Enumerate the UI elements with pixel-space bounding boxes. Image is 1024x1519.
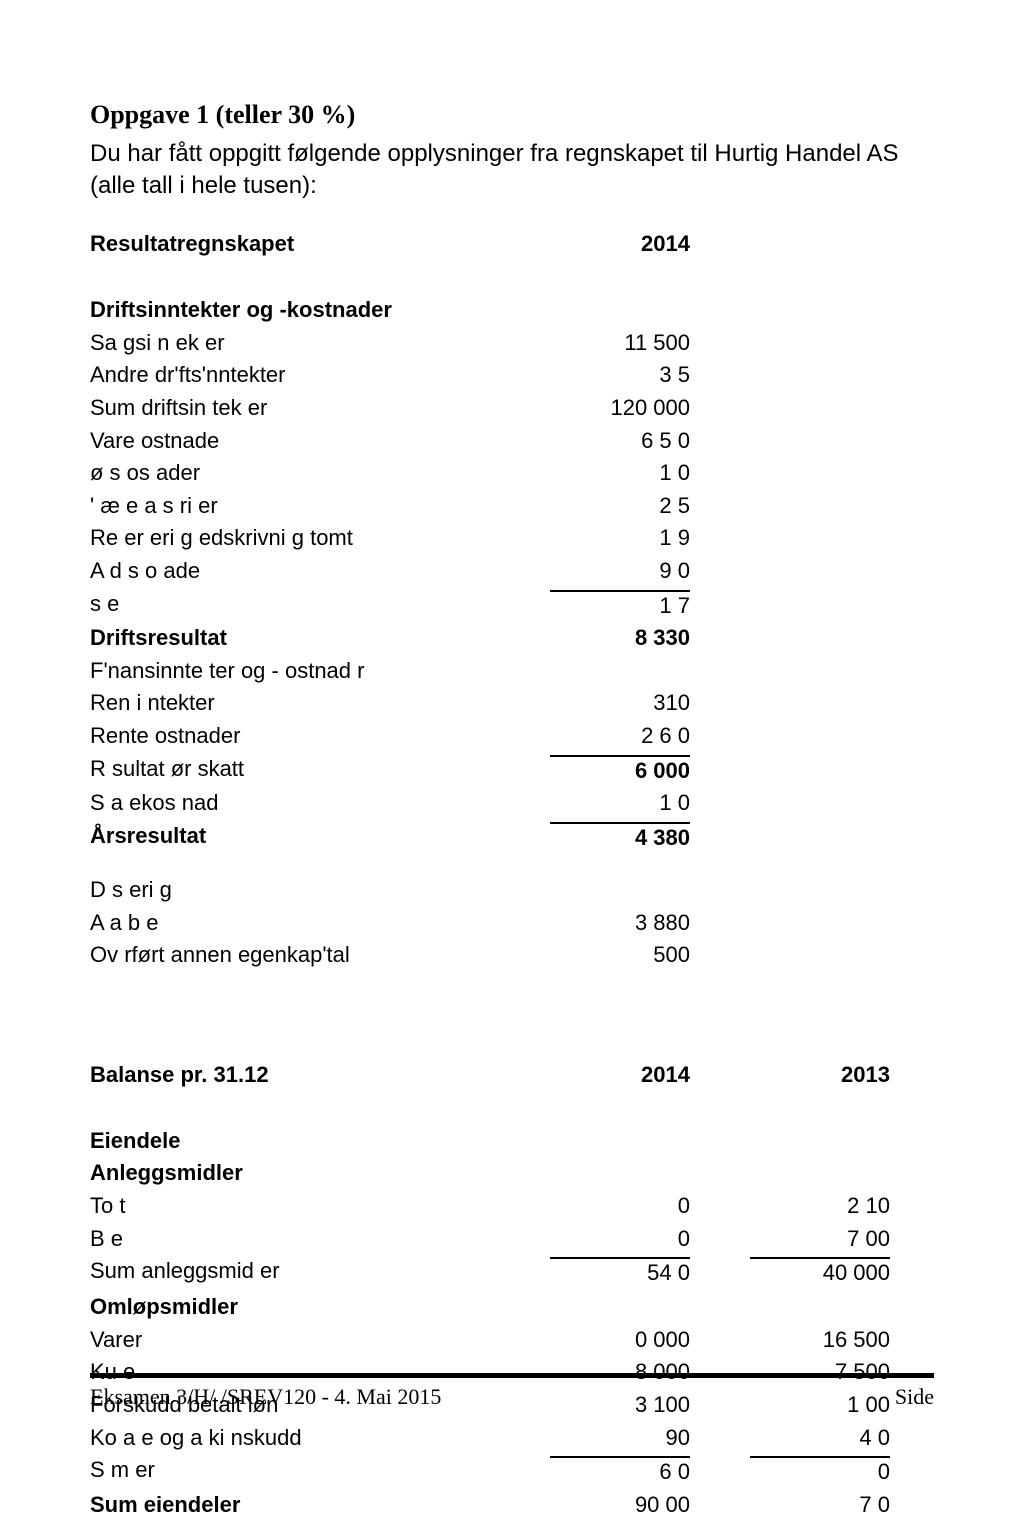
footer-right: Side — [895, 1384, 934, 1410]
eiendele-heading: Eiendele — [90, 1128, 934, 1154]
row-value: 1 7 — [550, 590, 690, 621]
table-row: Ov rført annen egenkap'tal 500 — [90, 941, 934, 970]
balanse-label: Balanse pr. 31.12 — [90, 1062, 550, 1088]
table-row: S m er 6 0 0 — [90, 1456, 934, 1487]
finans-label: F'nansinnte ter og - ostnad r — [90, 657, 550, 686]
table-row: Sum eiendeler 90 00 7 0 — [90, 1491, 934, 1519]
intro-text: Du har fått oppgitt følgende opplysninge… — [90, 138, 934, 203]
row-value: 6 5 0 — [550, 427, 690, 456]
row-value: 1 9 — [550, 524, 690, 553]
row-label: Varer — [90, 1326, 550, 1355]
row-label: ø s os ader — [90, 459, 550, 488]
row-value-2014: 0 000 — [550, 1326, 690, 1355]
table-row: R sultat ør skatt 6 000 — [90, 755, 934, 786]
row-label: s e — [90, 590, 550, 621]
row-label: S a ekos nad — [90, 789, 550, 818]
row-label: Re er eri g edskrivni g tomt — [90, 524, 550, 553]
disp-heading: D s eri g — [90, 876, 934, 905]
table-row: Sum anleggsmid er 54 0 40 000 — [90, 1257, 934, 1288]
page-footer: Eksamen 3/H/ /SREV120 - 4. Mai 2015 Side — [90, 1373, 934, 1410]
row-value: 3 5 — [550, 361, 690, 390]
row-value-2013: 2 10 — [750, 1192, 890, 1221]
row-value: 2 5 — [550, 492, 690, 521]
table-row: Varer 0 000 16 500 — [90, 1326, 934, 1355]
row-label: Sum anleggsmid er — [90, 1257, 550, 1288]
drift-heading: Driftsinntekter og -kostnader — [90, 297, 934, 323]
table-row: Re er eri g edskrivni g tomt 1 9 — [90, 524, 934, 553]
table-row: ø s os ader 1 0 — [90, 459, 934, 488]
row-value: 310 — [550, 689, 690, 718]
row-value-2013: 16 500 — [750, 1326, 890, 1355]
table-row: Andre dr'fts'nntekter 3 5 — [90, 361, 934, 390]
row-value-2013: 7 0 — [750, 1491, 890, 1519]
table-row: Sum driftsin tek er 120 000 — [90, 394, 934, 423]
table-row: Årsresultat 4 380 — [90, 822, 934, 853]
row-label: Sa gsi n ek er — [90, 329, 550, 358]
balanse-year2: 2013 — [750, 1062, 890, 1088]
table-row: Sa gsi n ek er 11 500 — [90, 329, 934, 358]
row-label: B e — [90, 1225, 550, 1254]
resultat-year: 2014 — [550, 231, 690, 257]
row-label: A d s o ade — [90, 557, 550, 586]
table-row: s e 1 7 — [90, 590, 934, 621]
row-label: Årsresultat — [90, 822, 550, 853]
finans-heading: F'nansinnte ter og - ostnad r — [90, 657, 934, 686]
row-value: 3 880 — [550, 909, 690, 938]
row-value-2013: 40 000 — [750, 1257, 890, 1288]
row-value-2013: 0 — [750, 1456, 890, 1487]
row-value: 120 000 — [550, 394, 690, 423]
row-value: 2 6 0 — [550, 722, 690, 751]
row-label: Andre dr'fts'nntekter — [90, 361, 550, 390]
row-label: Driftsresultat — [90, 624, 550, 653]
row-value: 4 380 — [550, 822, 690, 853]
row-label: To t — [90, 1192, 550, 1221]
table-row: ' æ e a s ri er 2 5 — [90, 492, 934, 521]
row-value: 8 330 — [550, 624, 690, 653]
row-value-2014: 0 — [550, 1192, 690, 1221]
resultat-header: Resultatregnskapet 2014 — [90, 231, 934, 257]
table-row: To t 0 2 10 — [90, 1192, 934, 1221]
row-label: S m er — [90, 1456, 550, 1487]
row-label: A a b e — [90, 909, 550, 938]
table-row: Rente ostnader 2 6 0 — [90, 722, 934, 751]
row-value: 500 — [550, 941, 690, 970]
row-label: Vare ostnade — [90, 427, 550, 456]
row-label: Rente ostnader — [90, 722, 550, 751]
row-label: R sultat ør skatt — [90, 755, 550, 786]
row-value-2014: 6 0 — [550, 1456, 690, 1487]
table-row: Driftsresultat 8 330 — [90, 624, 934, 653]
row-value: 1 0 — [550, 459, 690, 488]
omlop-heading: Omløpsmidler — [90, 1294, 934, 1320]
row-value-2014: 0 — [550, 1225, 690, 1254]
table-row: Vare ostnade 6 5 0 — [90, 427, 934, 456]
table-row: A d s o ade 9 0 — [90, 557, 934, 586]
row-label: Ov rført annen egenkap'tal — [90, 941, 550, 970]
row-label: ' æ e a s ri er — [90, 492, 550, 521]
balanse-header: Balanse pr. 31.12 2014 2013 — [90, 1062, 934, 1088]
table-row: S a ekos nad 1 0 — [90, 789, 934, 818]
row-value: 11 500 — [550, 329, 690, 358]
row-value: 6 000 — [550, 755, 690, 786]
balanse-year1: 2014 — [550, 1062, 690, 1088]
footer-left: Eksamen 3/H/ /SREV120 - 4. Mai 2015 — [90, 1384, 441, 1410]
disp-label: D s eri g — [90, 876, 550, 905]
row-label: Sum eiendeler — [90, 1491, 550, 1519]
row-label: Ren i ntekter — [90, 689, 550, 718]
row-value: 1 0 — [550, 789, 690, 818]
table-row: Ren i ntekter 310 — [90, 689, 934, 718]
task-title: Oppgave 1 (teller 30 %) — [90, 100, 934, 130]
row-value-2013: 7 00 — [750, 1225, 890, 1254]
table-row: B e 0 7 00 — [90, 1225, 934, 1254]
row-value: 9 0 — [550, 557, 690, 586]
page-content: Oppgave 1 (teller 30 %) Du har fått oppg… — [0, 0, 1024, 1519]
anlegg-heading: Anleggsmidler — [90, 1160, 934, 1186]
row-value-2014: 90 00 — [550, 1491, 690, 1519]
table-row: A a b e 3 880 — [90, 909, 934, 938]
row-value-2014: 54 0 — [550, 1257, 690, 1288]
resultat-label: Resultatregnskapet — [90, 231, 550, 257]
row-label: Sum driftsin tek er — [90, 394, 550, 423]
